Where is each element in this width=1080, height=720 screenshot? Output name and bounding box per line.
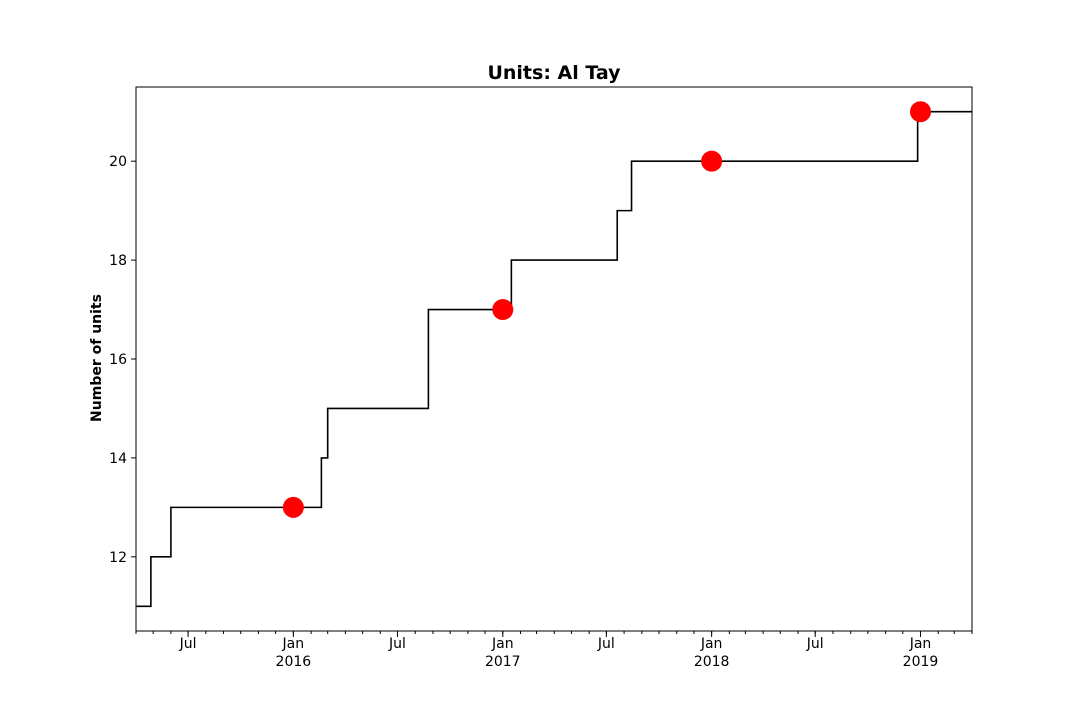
x-tick-label: Jul xyxy=(179,636,197,652)
x-tick-year-label: 2019 xyxy=(903,654,939,670)
plot-area: 12 14 16 18 20 Jul Jan 2016 Jul Jan 2017 Jul Jan 2018… xyxy=(109,101,973,670)
step-line xyxy=(136,110,972,608)
x-tick-label: Jan xyxy=(909,636,932,652)
x-tick-year-label: 2017 xyxy=(485,654,521,670)
x-tick-label: Jan xyxy=(282,636,305,652)
x-tick-year-label: 2016 xyxy=(276,654,312,670)
y-tick-label: 16 xyxy=(109,352,127,368)
x-tick-label: Jan xyxy=(491,636,514,652)
y-tick-label: 12 xyxy=(109,550,127,566)
x-tick-year-label: 2018 xyxy=(694,654,730,670)
y-tick-label: 20 xyxy=(109,154,127,170)
red-marker xyxy=(282,496,304,518)
red-marker xyxy=(492,299,514,321)
y-axis-label: Number of units xyxy=(89,294,105,422)
x-tick-label: Jan xyxy=(700,636,723,652)
axes-frame xyxy=(135,86,973,632)
x-tick-label: Jul xyxy=(597,636,615,652)
red-marker xyxy=(701,150,723,172)
y-tick-label: 14 xyxy=(109,451,127,467)
red-marker xyxy=(910,101,932,123)
x-tick-label: Jul xyxy=(388,636,406,652)
chart-title: Units: Al Tay xyxy=(487,62,621,84)
y-tick-label: 18 xyxy=(109,253,127,269)
x-tick-label: Jul xyxy=(806,636,824,652)
